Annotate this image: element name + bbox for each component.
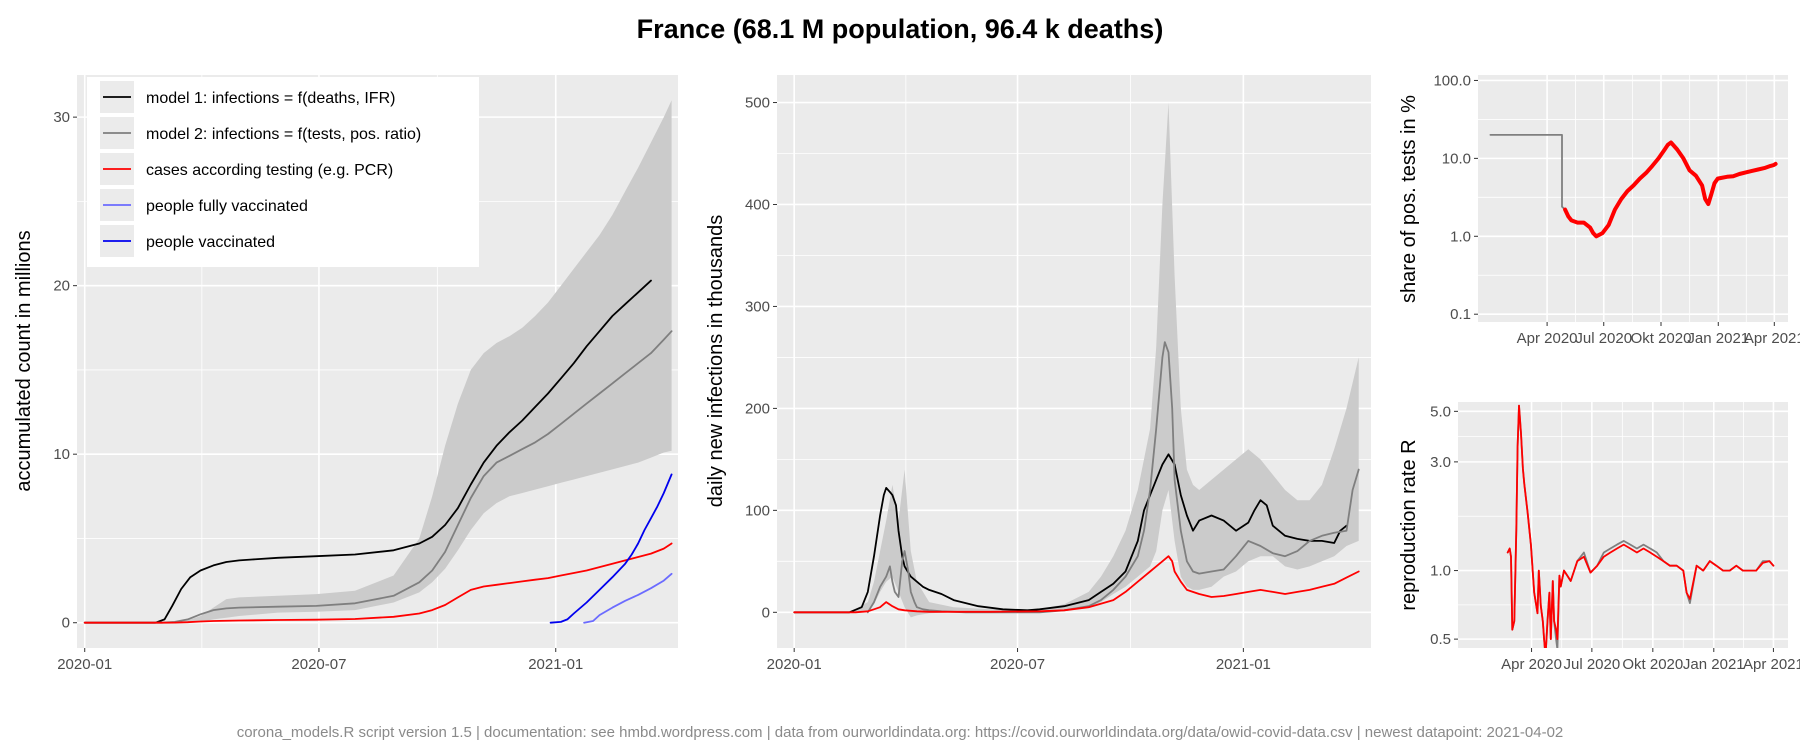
series-line-cases: [83, 542, 673, 624]
chart-title: France (68.1 M population, 96.4 k deaths…: [636, 14, 1164, 44]
legend: model 1: infections = f(deaths, IFR) mode…: [87, 77, 479, 267]
footer-note: corona_models.R script version 1.5 | doc…: [236, 724, 1564, 741]
legend-label: people vaccinated: [146, 234, 275, 251]
x-tick-label: Apr 2021: [1743, 656, 1800, 673]
y-tick-label: 0.5: [1430, 631, 1451, 648]
legend-label: model 2: infections = f(tests, pos. rati…: [146, 126, 421, 143]
series-line-fully_vaccinated: [583, 572, 673, 624]
panel-accumulated: 2020-01 2020-07 2021-01 0 10 20 30 accumulated …: [13, 75, 678, 673]
x-tick-label: Apr 2020: [1501, 656, 1562, 673]
y-tick-label: 200: [745, 400, 770, 417]
x-tick-label: Okt 2020: [1622, 656, 1683, 673]
legend-label: cases according testing (e.g. PCR): [146, 162, 393, 179]
y-tick-label: 0: [62, 615, 70, 632]
plot-background: [1478, 75, 1788, 322]
series-line-cases: [793, 555, 1360, 614]
panel-daily: 2020-01 2020-07 2021-01 0 100 200 300 400 500 dai…: [705, 75, 1371, 673]
x-tick-label: Jul 2020: [1575, 330, 1632, 347]
y-axis-title: reproduction rate R: [1398, 439, 1420, 610]
x-tick-label: 2020-01: [57, 656, 112, 673]
series-line-model2: [1489, 134, 1566, 211]
plot-area: [1489, 134, 1778, 239]
series-line-model2: [83, 330, 673, 624]
y-axis-title: accumulated count in millions: [13, 230, 35, 491]
x-tick-label: Apr 2021: [1744, 330, 1800, 347]
y-tick-label: 500: [745, 95, 770, 112]
series-line-cases: [1563, 140, 1778, 239]
y-tick-label: 5.0: [1430, 403, 1451, 420]
y-tick-label: 0: [762, 604, 770, 621]
series-line-model1: [83, 279, 652, 624]
x-tick-label: 2020-01: [767, 656, 822, 673]
confidence-band: [161, 100, 672, 623]
y-tick-label: 1.0: [1430, 563, 1451, 580]
legend-box: [87, 77, 479, 267]
x-tick-label: 2020-07: [291, 656, 346, 673]
series-line-model2: [866, 341, 1360, 614]
x-tick-label: Jan 2021: [1683, 656, 1745, 673]
x-tick-label: 2021-01: [1216, 656, 1271, 673]
x-tick-label: Apr 2020: [1517, 330, 1578, 347]
y-tick-label: 1.0: [1450, 228, 1471, 245]
plot-area: [793, 102, 1360, 618]
plot-background: [1458, 402, 1788, 648]
y-tick-label: 300: [745, 298, 770, 315]
y-tick-label: 0.1: [1450, 306, 1471, 323]
legend-label: people fully vaccinated: [146, 198, 308, 215]
x-tick-label: 2020-07: [990, 656, 1045, 673]
y-tick-label: 400: [745, 196, 770, 213]
y-axis-title: share of pos. tests in %: [1398, 95, 1420, 303]
y-axis-title: daily new infections in thousands: [705, 215, 727, 507]
y-tick-label: 10.0: [1442, 150, 1471, 167]
legend-label: model 1: infections = f(deaths, IFR): [146, 90, 395, 107]
plot-area: [83, 100, 673, 624]
y-tick-label: 100: [745, 502, 770, 519]
series-line-model1: [793, 453, 1348, 614]
y-tick-label: 10: [53, 446, 70, 463]
y-tick-label: 20: [53, 278, 70, 295]
series-line-vaccinated: [549, 473, 673, 624]
chart-canvas: 2020-01 2020-07 2021-01 0 10 20 30 accumulated …: [13, 72, 1800, 673]
series-line-cases: [1506, 404, 1775, 648]
y-tick-label: 3.0: [1430, 454, 1451, 471]
plot-area: [1506, 404, 1775, 648]
x-tick-label: 2021-01: [528, 656, 583, 673]
confidence-band: [849, 102, 1359, 618]
x-tick-label: Jul 2020: [1563, 656, 1620, 673]
y-tick-label: 100.0: [1433, 72, 1471, 89]
x-tick-label: Okt 2020: [1631, 330, 1692, 347]
x-tick-label: Jan 2021: [1687, 330, 1749, 347]
y-tick-label: 30: [53, 109, 70, 126]
